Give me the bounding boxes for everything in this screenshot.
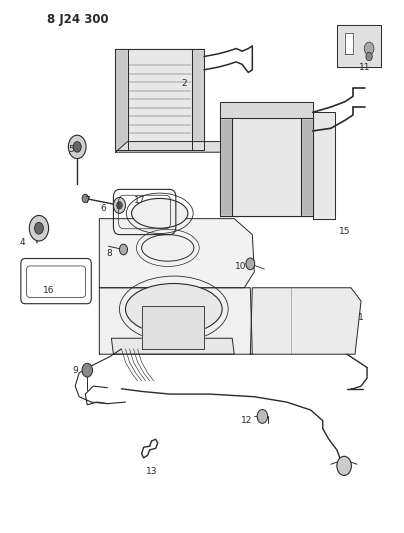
Ellipse shape: [142, 235, 194, 261]
Text: 16: 16: [43, 286, 55, 295]
Text: 13: 13: [146, 467, 158, 475]
Text: 1: 1: [358, 312, 364, 321]
Polygon shape: [128, 49, 192, 150]
Circle shape: [337, 456, 351, 475]
Circle shape: [120, 244, 128, 255]
Polygon shape: [250, 288, 361, 354]
Circle shape: [68, 135, 86, 159]
Text: 8: 8: [107, 249, 112, 258]
Text: 7: 7: [84, 196, 90, 205]
Ellipse shape: [132, 198, 188, 228]
Polygon shape: [112, 338, 234, 354]
Polygon shape: [99, 219, 255, 288]
Polygon shape: [313, 112, 335, 219]
Polygon shape: [220, 102, 313, 118]
Polygon shape: [116, 142, 244, 152]
Circle shape: [82, 194, 88, 203]
Circle shape: [246, 258, 255, 270]
Circle shape: [29, 215, 48, 241]
Text: 5: 5: [68, 145, 74, 154]
Text: 8 J24 300: 8 J24 300: [47, 13, 109, 26]
Circle shape: [82, 364, 93, 377]
Text: 9: 9: [72, 366, 78, 375]
Text: 12: 12: [241, 416, 252, 425]
Polygon shape: [116, 49, 128, 150]
Text: 14: 14: [265, 158, 276, 167]
Polygon shape: [345, 33, 353, 54]
Polygon shape: [142, 306, 204, 349]
Text: 11: 11: [359, 63, 371, 71]
Text: 6: 6: [101, 204, 106, 213]
Text: 4: 4: [20, 238, 25, 247]
Polygon shape: [232, 118, 301, 216]
Text: 17: 17: [134, 196, 145, 205]
Circle shape: [34, 222, 43, 234]
Circle shape: [364, 42, 374, 55]
Polygon shape: [192, 49, 204, 150]
Polygon shape: [337, 25, 381, 67]
Text: 10: 10: [234, 262, 246, 271]
Circle shape: [114, 197, 126, 213]
Circle shape: [117, 201, 122, 209]
Text: 3: 3: [153, 249, 159, 258]
Text: 2: 2: [181, 78, 187, 87]
Circle shape: [73, 142, 81, 152]
Polygon shape: [220, 118, 232, 216]
Text: 15: 15: [339, 228, 351, 237]
Circle shape: [366, 52, 372, 61]
Polygon shape: [301, 118, 313, 216]
Ellipse shape: [126, 284, 222, 335]
Polygon shape: [99, 288, 252, 354]
Circle shape: [257, 409, 267, 423]
